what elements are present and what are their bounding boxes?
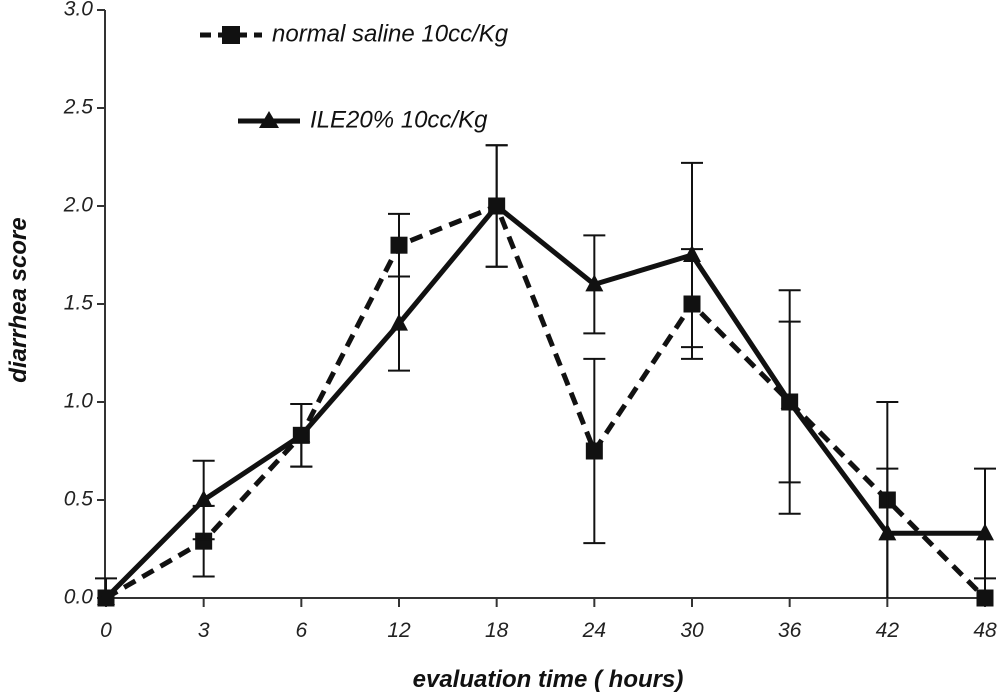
data-point-square (390, 236, 408, 254)
series-ile (95, 144, 996, 605)
x-tick-label: 12 (387, 619, 411, 642)
x-ticks: 0 3 6 12 18 24 30 36 42 48 (100, 598, 997, 642)
x-tick-label: 0 (100, 619, 112, 642)
series-saline (97, 144, 996, 607)
y-tick-label: 3.0 (64, 0, 94, 21)
data-point-triangle (780, 392, 799, 409)
series-line (104, 203, 987, 601)
y-tick-label: 2.0 (63, 194, 94, 217)
x-tick-label: 6 (295, 619, 307, 642)
x-tick-label: 3 (198, 619, 210, 642)
data-point-triangle (390, 313, 408, 331)
legend-ile-marker (259, 111, 279, 128)
axes (104, 10, 987, 599)
series-line (104, 203, 985, 600)
y-tick-label: 1.0 (64, 390, 94, 413)
y-axis-label: diarrhea score (5, 217, 32, 382)
x-tick-label: 36 (778, 619, 802, 642)
data-point-triangle (585, 274, 604, 292)
legend-item-ile: ILE20% 10cc/Kg (238, 106, 488, 133)
series-layer (95, 144, 996, 607)
legend-ile-label: ILE20% 10cc/Kg (310, 106, 488, 133)
data-point-square (195, 532, 213, 550)
legend-item-saline: normal saline 10cc/Kg (200, 20, 509, 47)
x-tick-label: 42 (876, 619, 900, 642)
data-point-triangle (292, 425, 311, 443)
data-point-triangle (683, 245, 701, 262)
data-point-triangle (194, 490, 213, 507)
y-tick-label: 1.5 (64, 292, 94, 315)
legend: normal saline 10cc/Kg ILE20% 10cc/Kg (200, 20, 509, 133)
data-point-triangle (97, 588, 115, 605)
y-ticks: 0.0 0.5 1.0 1.5 2.0 2.5 3.0 (63, 0, 105, 609)
x-axis-label: evaluation time ( hours) (413, 666, 684, 693)
x-tick-label: 48 (973, 619, 997, 642)
data-point-triangle (976, 523, 994, 541)
x-tick-label: 18 (485, 619, 509, 642)
legend-saline-marker (222, 26, 240, 44)
data-point-triangle (487, 196, 506, 213)
x-tick-label: 30 (680, 619, 704, 642)
x-tick-label: 24 (582, 619, 606, 642)
legend-saline-label: normal saline 10cc/Kg (272, 20, 509, 47)
y-tick-label: 2.5 (63, 96, 94, 119)
data-point-triangle (878, 523, 897, 541)
data-point-square (585, 442, 603, 460)
y-tick-label: 0.0 (64, 586, 94, 609)
y-tick-label: 0.5 (64, 488, 94, 511)
